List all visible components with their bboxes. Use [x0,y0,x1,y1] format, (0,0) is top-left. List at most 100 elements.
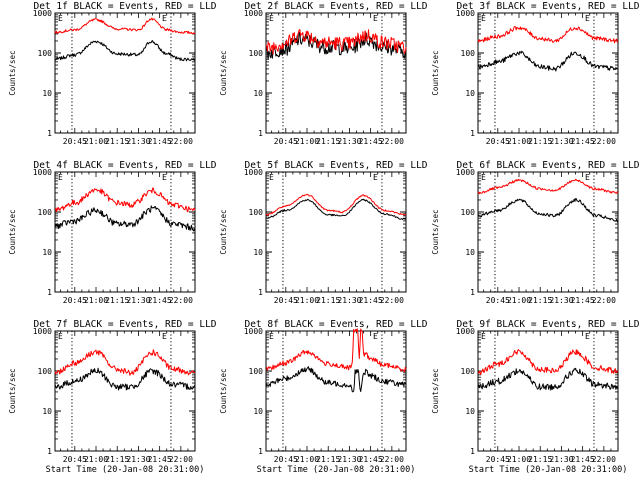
y-tick-label: 1000 [456,9,475,18]
x-tick-label: 21:00 [507,455,531,464]
x-tick-label: 22:00 [380,455,404,464]
series-line-red [54,17,196,35]
x-tick-label: 21:30 [337,296,361,305]
x-tick-label: 21:15 [105,296,129,305]
y-axis-label: Counts/sec [431,50,440,95]
y-tick-label: 1 [258,288,263,297]
panel-title: Det 3f BLACK = Events, RED = LLD [456,1,639,12]
x-tick-label: 21:00 [84,296,108,305]
y-axis-label: Counts/sec [8,209,17,254]
y-tick-label: 1000 [456,327,475,336]
series-line-red [477,349,619,376]
y-tick-label: 1 [47,447,52,456]
marker-label-e: E [373,173,378,182]
x-tick-label: 22:00 [169,455,193,464]
y-axis-label: Counts/sec [8,50,17,95]
series-line-red [265,29,407,55]
x-tick-label: 21:45 [148,296,172,305]
plot-frame [54,171,196,293]
y-tick-label: 1000 [33,327,52,336]
x-tick-label: 21:45 [571,455,595,464]
y-tick-label: 100 [38,367,53,376]
x-tick-label: 21:00 [507,296,531,305]
marker-label-e: E [373,332,378,341]
y-tick-label: 100 [461,49,476,58]
x-tick-label: 20:45 [63,296,87,305]
y-tick-label: 1000 [244,9,263,18]
x-tick-label: 20:45 [274,455,298,464]
x-tick-label: 22:00 [169,137,193,146]
x-tick-label: 21:45 [148,137,172,146]
y-axis-label: Counts/sec [431,368,440,413]
x-tick-label: 21:15 [528,455,552,464]
panel-det-2: Det 2f BLACK = Events, RED = LLD 1 10 100 10… [219,1,428,146]
x-tick-label: 21:00 [295,296,319,305]
plot-frame [477,171,619,293]
panel-title: Det 6f BLACK = Events, RED = LLD [456,160,639,171]
plot-frame [265,12,407,134]
y-tick-label: 100 [38,208,53,217]
x-tick-label: 22:00 [380,296,404,305]
series-line-red [477,26,619,44]
y-tick-label: 100 [38,49,53,58]
y-tick-label: 10 [465,89,475,98]
y-tick-label: 10 [465,248,475,257]
series-line-red [54,187,196,213]
x-tick-label: 21:15 [316,137,340,146]
marker-label-e: E [269,332,274,341]
x-tick-label: 21:45 [359,137,383,146]
x-tick-label: 21:45 [359,296,383,305]
x-tick-label: 21:30 [126,455,150,464]
x-axis-label: Start Time (20-Jan-08 20:31:00) [257,465,416,475]
y-tick-label: 10 [253,407,263,416]
x-tick-label: 20:45 [486,296,510,305]
panel-det-9: Det 9f BLACK = Events, RED = LLD 1 10 100 10… [431,319,640,475]
marker-label-e: E [481,332,486,341]
series-line-black [54,40,196,62]
x-tick-label: 21:00 [295,455,319,464]
series-line-black [477,50,619,72]
y-tick-label: 10 [465,407,475,416]
x-tick-label: 21:30 [549,296,573,305]
y-tick-label: 100 [461,208,476,217]
y-tick-label: 1000 [456,168,475,177]
plot-frame [265,330,407,452]
x-tick-label: 21:30 [337,137,361,146]
x-axis-label: Start Time (20-Jan-08 20:31:00) [469,465,628,475]
y-tick-label: 1 [47,129,52,138]
series-line-red [265,328,407,373]
y-tick-label: 100 [249,49,264,58]
panel-det-8: Det 8f BLACK = Events, RED = LLD 1 10 100 10… [219,319,428,475]
series-line-black [265,198,407,220]
y-axis-label: Counts/sec [219,50,228,95]
marker-label-e: E [585,173,590,182]
x-tick-label: 21:30 [126,296,150,305]
y-tick-label: 100 [249,367,264,376]
x-tick-label: 21:15 [528,296,552,305]
y-tick-label: 1000 [244,168,263,177]
x-tick-label: 21:30 [549,455,573,464]
marker-label-e: E [58,173,63,182]
x-tick-label: 21:00 [507,137,531,146]
plot-frame [265,171,407,293]
x-tick-label: 22:00 [592,296,616,305]
plot-frame [54,330,196,452]
marker-label-e: E [162,332,167,341]
panel-det-7: Det 7f BLACK = Events, RED = LLD 1 10 100 10… [8,319,217,475]
marker-label-e: E [481,173,486,182]
marker-label-e: E [269,173,274,182]
marker-label-e: E [58,14,63,23]
x-tick-label: 21:15 [316,296,340,305]
x-tick-label: 22:00 [169,296,193,305]
y-tick-label: 10 [42,248,52,257]
y-tick-label: 1000 [244,327,263,336]
y-tick-label: 10 [253,89,263,98]
x-tick-label: 21:30 [126,137,150,146]
series-line-black [54,205,196,232]
x-tick-label: 21:45 [359,455,383,464]
series-line-black [477,198,619,223]
y-axis-label: Counts/sec [431,209,440,254]
x-tick-label: 21:15 [105,137,129,146]
series-line-black [477,367,619,391]
